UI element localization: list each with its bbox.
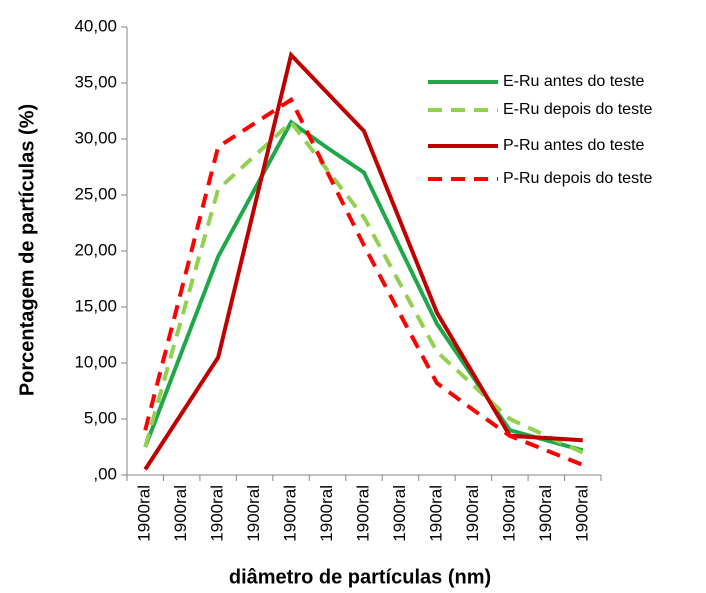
x-tick-label: 1900ral [244,485,263,542]
y-tick-label: 20,00 [74,240,117,259]
x-tick-label: 1900ral [572,485,591,542]
x-tick-label: 1900ral [499,485,518,542]
x-tick-label: 1900ral [208,485,227,542]
x-tick-label: 1900ral [463,485,482,542]
y-tick-label: 30,00 [74,128,117,147]
legend-label: P-Ru antes do teste [503,137,645,154]
x-axis-title: diâmetro de partículas (nm) [229,566,491,588]
x-tick-label: 1900ral [390,485,409,542]
x-tick-label: 1900ral [135,485,154,542]
legend-label: E-Ru depois do teste [503,101,653,118]
y-tick-label: 5,00 [84,408,117,427]
legend-label: P-Ru depois do teste [503,170,653,187]
y-tick-label: 35,00 [74,72,117,91]
x-tick-label: 1900ral [426,485,445,542]
series-line [143,119,584,455]
y-tick-label: 15,00 [74,296,117,315]
y-axis-title: Porcentagem de partículas (%) [16,104,38,396]
y-tick-label: 10,00 [74,352,117,371]
y-tick-label: 40,00 [74,16,117,35]
x-tick-label: 1900ral [536,485,555,542]
series-line [143,96,584,467]
y-tick-label: 25,00 [74,184,117,203]
x-tick-label: 1900ral [353,485,372,542]
x-tick-label: 1900ral [281,485,300,542]
x-tick-label: 1900ral [317,485,336,542]
x-tick-label: 1900ral [171,485,190,542]
series-line [143,119,584,453]
legend-label: E-Ru antes do teste [503,73,645,90]
y-tick-label: ,00 [93,464,117,483]
